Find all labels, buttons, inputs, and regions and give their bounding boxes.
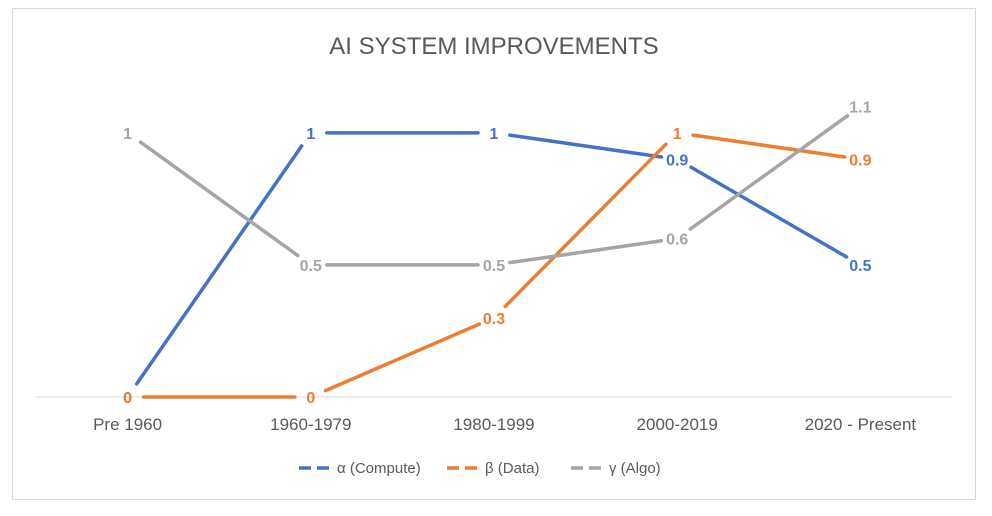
legend-label-data: β (Data) <box>485 460 539 477</box>
series-line-data-segment <box>691 133 847 159</box>
series-line-compute-segment <box>134 144 304 386</box>
series-line-compute-segment <box>689 165 849 259</box>
chart-title: AI SYSTEM IMPROVEMENTS <box>329 33 658 60</box>
data-label-compute: 1 <box>306 126 315 143</box>
series-line-algo-segment <box>688 114 850 231</box>
data-label-algo: 0.5 <box>483 258 505 275</box>
series-line-data-segment <box>323 322 482 393</box>
legend-label-algo: γ (Algo) <box>609 460 661 477</box>
data-label-data: 0.9 <box>849 152 871 169</box>
data-label-data: 1 <box>673 126 682 143</box>
data-label-compute: 0.9 <box>666 152 688 169</box>
series-line-data-segment <box>503 142 668 309</box>
chart-frame <box>12 8 976 500</box>
x-tick-label: 1960-1979 <box>270 415 351 434</box>
data-label-algo: 0.6 <box>666 232 688 249</box>
data-label-compute: 0.5 <box>849 258 871 275</box>
data-label-algo: 1.1 <box>849 99 871 116</box>
x-tick-label: 1980-1999 <box>453 415 534 434</box>
x-tick-label: 2020 - Present <box>805 415 917 434</box>
x-tick-label: 2000-2019 <box>637 415 718 434</box>
data-label-data: 0 <box>123 390 132 407</box>
data-label-data: 0 <box>306 390 315 407</box>
legend-label-compute: α (Compute) <box>337 460 421 477</box>
data-label-data: 0.3 <box>483 311 505 328</box>
series-line-algo-segment <box>508 239 664 265</box>
series-line-compute-segment <box>508 133 664 159</box>
x-tick-label: Pre 1960 <box>93 415 162 434</box>
data-label-compute: 1 <box>490 126 499 143</box>
data-label-compute: 0 <box>123 390 132 407</box>
data-label-algo: 0.5 <box>300 258 322 275</box>
data-label-algo: 1 <box>123 126 132 143</box>
series-line-algo-segment <box>138 140 300 258</box>
